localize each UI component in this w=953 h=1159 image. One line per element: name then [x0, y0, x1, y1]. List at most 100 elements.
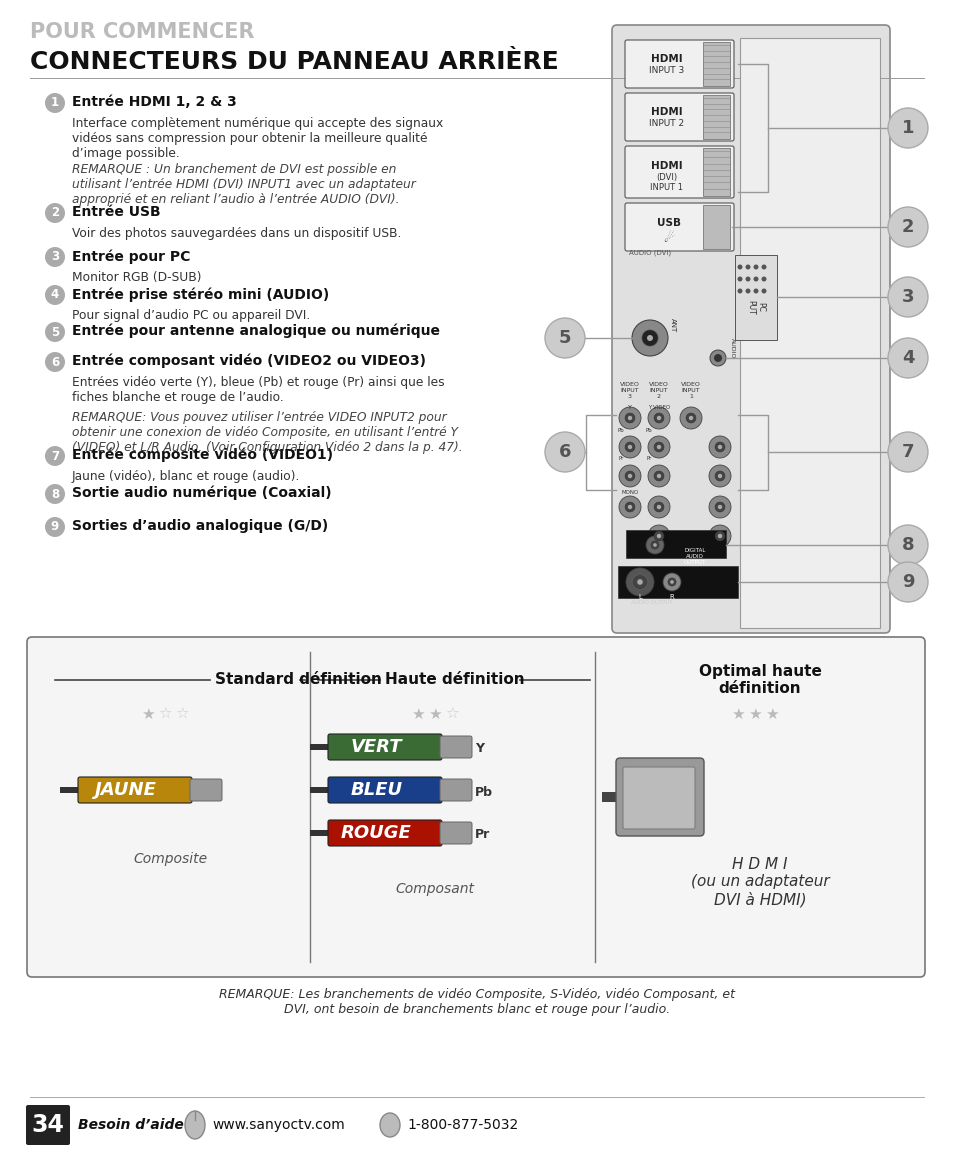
Text: Entrée pour PC: Entrée pour PC: [71, 249, 191, 263]
Text: MONO: MONO: [620, 490, 638, 495]
Text: 1-800-877-5032: 1-800-877-5032: [407, 1118, 517, 1132]
Circle shape: [656, 445, 660, 450]
Text: Pb: Pb: [475, 786, 493, 799]
Circle shape: [753, 289, 758, 293]
Text: 4: 4: [901, 349, 913, 367]
Bar: [601, 792, 623, 802]
Text: REMARQUE : Un branchement de DVI est possible en
utilisant l’entrée HDMI (DVI) I: REMARQUE : Un branchement de DVI est pos…: [71, 163, 416, 206]
Text: Optimal haute
définition: Optimal haute définition: [698, 664, 821, 697]
FancyBboxPatch shape: [439, 822, 472, 844]
Bar: [625, 530, 725, 557]
Bar: [701, 205, 729, 249]
Circle shape: [688, 416, 693, 421]
Circle shape: [618, 407, 640, 429]
Text: 7: 7: [901, 443, 913, 461]
Text: VIDEO
INPUT
1: VIDEO INPUT 1: [680, 382, 700, 399]
Text: Sorties d’audio analogique (G/D): Sorties d’audio analogique (G/D): [71, 519, 328, 533]
Circle shape: [753, 264, 758, 270]
Circle shape: [708, 465, 730, 487]
Circle shape: [654, 413, 663, 423]
Circle shape: [618, 496, 640, 518]
Bar: [310, 744, 334, 750]
Circle shape: [708, 496, 730, 518]
Circle shape: [45, 517, 65, 537]
Text: ☄: ☄: [662, 232, 674, 246]
Text: L: L: [638, 595, 641, 600]
Text: ANT: ANT: [669, 318, 676, 333]
FancyBboxPatch shape: [612, 25, 889, 633]
FancyBboxPatch shape: [624, 93, 733, 141]
Circle shape: [760, 289, 765, 293]
FancyBboxPatch shape: [439, 779, 472, 801]
Ellipse shape: [185, 1111, 205, 1139]
Text: 6: 6: [51, 356, 59, 369]
Circle shape: [627, 416, 632, 421]
Circle shape: [654, 502, 663, 512]
Circle shape: [45, 484, 65, 504]
Text: 8: 8: [901, 535, 913, 554]
FancyBboxPatch shape: [622, 767, 695, 829]
Circle shape: [624, 502, 635, 512]
FancyBboxPatch shape: [328, 821, 441, 846]
Text: 3: 3: [901, 287, 913, 306]
Circle shape: [45, 247, 65, 267]
Circle shape: [654, 471, 663, 481]
Text: REMARQUE: Les branchements de vidéo Composite, S-Vidéo, vidéo Composant, et
DVI,: REMARQUE: Les branchements de vidéo Comp…: [219, 987, 734, 1016]
Circle shape: [656, 474, 660, 479]
Text: 6: 6: [558, 443, 571, 461]
Bar: [310, 787, 334, 793]
Text: ★: ★: [428, 707, 441, 722]
Text: Entrée pour antenne analogique ou numérique: Entrée pour antenne analogique ou numéri…: [71, 325, 439, 338]
Text: Sortie audio numérique (Coaxial): Sortie audio numérique (Coaxial): [71, 486, 332, 501]
FancyBboxPatch shape: [624, 41, 733, 88]
Circle shape: [685, 413, 696, 423]
Circle shape: [45, 203, 65, 223]
Circle shape: [45, 322, 65, 342]
Circle shape: [647, 525, 669, 547]
Text: Entrées vidéo verte (Y), bleue (Pb) et rouge (Pr) ainsi que les
fiches blanche e: Entrées vidéo verte (Y), bleue (Pb) et r…: [71, 376, 444, 404]
Text: USB: USB: [657, 218, 680, 228]
Circle shape: [647, 496, 669, 518]
Circle shape: [654, 442, 663, 452]
Text: 2: 2: [51, 206, 59, 219]
Text: Entrée composant vidéo (VIDEO2 ou VIDEO3): Entrée composant vidéo (VIDEO2 ou VIDEO3…: [71, 353, 426, 369]
Bar: [701, 42, 729, 86]
Text: 34: 34: [31, 1113, 65, 1137]
Text: Pb: Pb: [644, 428, 651, 432]
Text: HDMI: HDMI: [650, 54, 682, 64]
Bar: [734, 255, 776, 340]
Circle shape: [737, 264, 741, 270]
Circle shape: [544, 318, 584, 358]
Circle shape: [887, 338, 927, 378]
Text: Pour signal d’audio PC ou appareil DVI.: Pour signal d’audio PC ou appareil DVI.: [71, 309, 310, 322]
Circle shape: [715, 502, 724, 512]
Text: Monitor RGB (D-SUB): Monitor RGB (D-SUB): [71, 271, 201, 284]
Circle shape: [656, 416, 660, 421]
Text: ROUGE: ROUGE: [340, 824, 411, 841]
Circle shape: [662, 573, 680, 591]
Text: Voir des photos sauvegardées dans un dispositif USB.: Voir des photos sauvegardées dans un dis…: [71, 227, 401, 240]
Circle shape: [45, 352, 65, 372]
Text: R: R: [669, 595, 674, 600]
Circle shape: [737, 289, 741, 293]
Text: ☆: ☆: [445, 707, 458, 722]
FancyBboxPatch shape: [27, 637, 924, 977]
Text: Composant: Composant: [395, 882, 474, 896]
Text: VIDEO
INPUT
2: VIDEO INPUT 2: [648, 382, 668, 399]
Circle shape: [717, 534, 721, 538]
Circle shape: [544, 432, 584, 472]
Text: Standard définition: Standard définition: [214, 672, 381, 687]
Text: Entrée prise stéréo mini (AUDIO): Entrée prise stéréo mini (AUDIO): [71, 287, 329, 301]
Text: ★: ★: [764, 707, 778, 722]
Circle shape: [627, 474, 632, 479]
Text: 5: 5: [51, 326, 59, 338]
Bar: [310, 830, 334, 836]
Circle shape: [631, 320, 667, 356]
Text: 1: 1: [901, 119, 913, 137]
Circle shape: [708, 525, 730, 547]
Circle shape: [653, 544, 656, 547]
FancyBboxPatch shape: [624, 203, 733, 252]
Circle shape: [654, 531, 663, 541]
Circle shape: [887, 108, 927, 148]
Circle shape: [656, 534, 660, 538]
